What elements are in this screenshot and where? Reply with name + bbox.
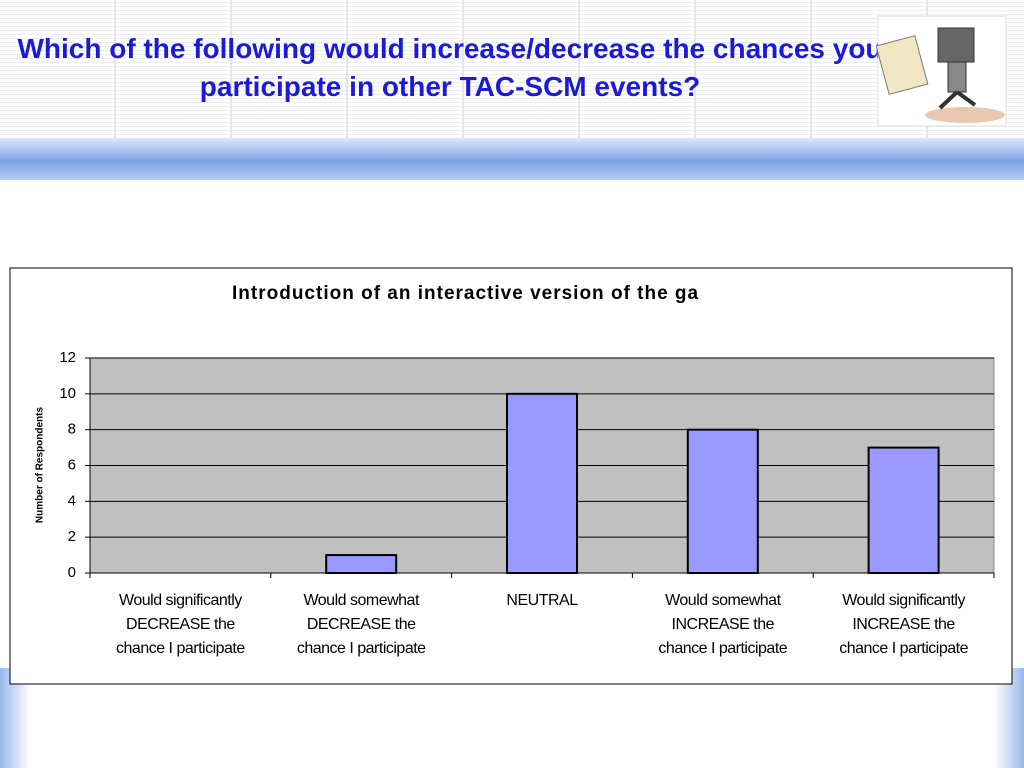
header-background (0, 0, 1024, 138)
x-tick-label: chance I participate (116, 640, 245, 657)
bar (506, 392, 578, 575)
side-gradient (994, 668, 1024, 768)
bar (686, 428, 759, 574)
x-tick-label: chance I participate (297, 640, 426, 657)
side-gradient (0, 668, 30, 768)
x-tick-label: DECREASE the (126, 616, 235, 633)
x-tick-label: INCREASE the (672, 616, 775, 633)
y-axis-label: Number of Respondents (35, 407, 46, 524)
y-tick-label: 2 (68, 528, 76, 545)
x-tick-label: chance I participate (839, 640, 968, 657)
x-tick-label: INCREASE the (852, 616, 955, 633)
y-tick-label: 6 (68, 456, 76, 473)
y-tick-label: 10 (59, 385, 76, 402)
x-tick-label: Would somewhat (303, 592, 419, 609)
x-tick-label: NEUTRAL (506, 592, 578, 609)
x-tick-label: Would somewhat (665, 592, 781, 609)
chart-title: Introduction of an interactive version o… (232, 283, 699, 304)
bar (867, 446, 940, 575)
x-tick-label: DECREASE the (307, 616, 416, 633)
x-tick-label: chance I participate (658, 640, 787, 657)
header-band (0, 138, 1024, 180)
bar (325, 554, 398, 574)
x-tick-label: Would significantly (119, 592, 242, 609)
x-tick-label: Would significantly (842, 592, 965, 609)
y-tick-label: 12 (59, 349, 76, 366)
y-tick-label: 4 (68, 492, 76, 509)
slide-title: Which of the following would increase/de… (17, 33, 883, 102)
y-tick-label: 8 (68, 421, 76, 438)
y-tick-label: 0 (68, 564, 76, 581)
robot-illustration (875, 15, 1007, 127)
